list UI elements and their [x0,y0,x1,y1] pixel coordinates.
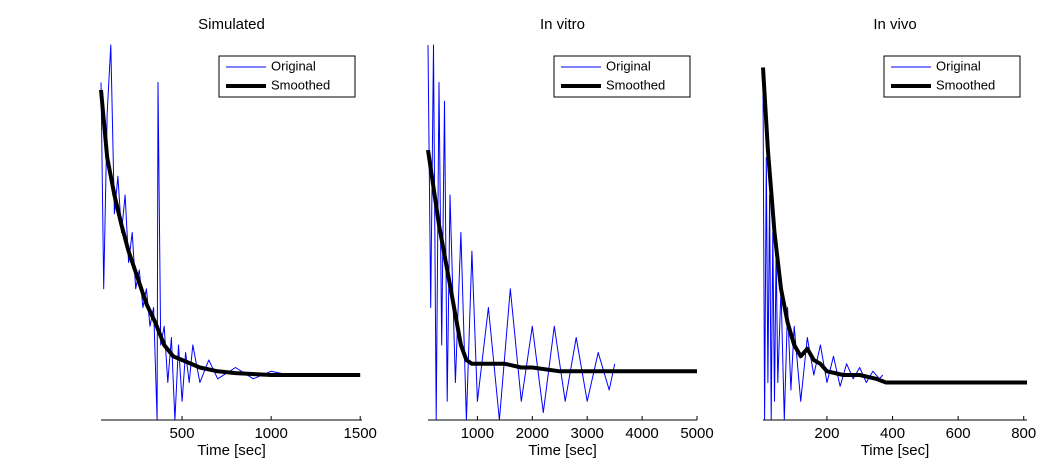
x-axis-label: Time [sec] [528,442,597,459]
legend-label: Smoothed [606,77,665,92]
panel: In vitro Time [sec] 1000 2000 3000 4000 5000 Or… [426,16,714,459]
x-tick-label: 3000 [571,425,604,442]
chart-title: In vivo [873,16,916,33]
legend: Original Smoothed [883,55,1021,98]
x-tick-label: 500 [170,425,195,442]
legend-box [883,55,1021,98]
chart-title: Simulated [198,16,265,33]
x-tick-label: 800 [1011,425,1036,442]
x-tick-label: 1000 [254,425,287,442]
x-tick-label: 2000 [516,425,549,442]
x-tick-label: 5000 [680,425,713,442]
legend-box [218,55,356,98]
x-tick-label: 1000 [461,425,494,442]
legend-label: Original [606,58,651,73]
legend-box [553,55,691,98]
legend-label: Smoothed [271,77,330,92]
x-axis-label: Time [sec] [197,442,266,459]
legend-label: Smoothed [936,77,995,92]
data-line [427,44,616,421]
x-tick-label: 1500 [344,425,377,442]
x-tick-label: 600 [946,425,971,442]
legend: Original Smoothed [553,55,691,98]
data-line [426,149,697,374]
legend-label: Original [271,58,316,73]
data-line [99,89,361,377]
x-axis-label: Time [sec] [861,442,930,459]
chart-title: In vitro [540,16,585,33]
legend-label: Original [936,58,981,73]
x-tick-label: 4000 [625,425,658,442]
panel: In vivo Time [sec] 200 400 600 800 Original Smo… [761,16,1036,459]
x-tick-label: 200 [814,425,839,442]
panel: Simulated Time [sec]500 1000 1500 Original Sm… [99,16,377,459]
x-tick-label: 400 [880,425,905,442]
legend: Original Smoothed [218,55,356,98]
data-line [761,67,1027,385]
data-line [100,44,307,421]
